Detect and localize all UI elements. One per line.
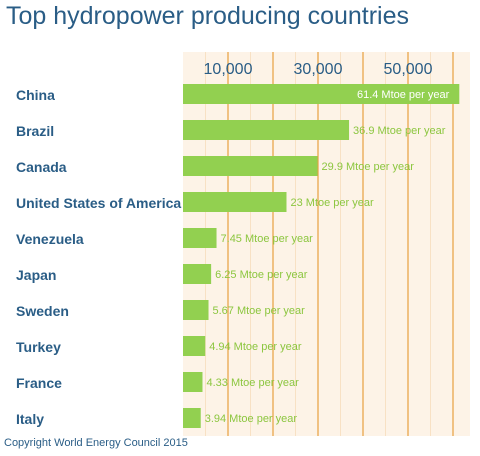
- value-label: 36.9 Mtoe per year: [353, 125, 446, 137]
- value-label: 6.25 Mtoe per year: [215, 269, 308, 281]
- bar: [183, 264, 212, 284]
- category-label: Italy: [16, 411, 44, 427]
- value-label: 4.94 Mtoe per year: [209, 341, 302, 353]
- category-label: Japan: [16, 267, 56, 283]
- value-label: 7.45 Mtoe per year: [221, 233, 314, 245]
- x-tick-label: 30,000: [294, 61, 343, 78]
- category-label: Sweden: [16, 303, 69, 319]
- value-label: 29.9 Mtoe per year: [322, 161, 415, 173]
- value-label: 3.94 Mtoe per year: [205, 413, 298, 425]
- bar: [183, 192, 287, 212]
- chart-title: Top hydropower producing countries: [6, 2, 410, 30]
- bar: [183, 372, 203, 392]
- category-label: France: [16, 375, 62, 391]
- x-tick-label: 10,000: [204, 61, 253, 78]
- category-label: Venezuela: [16, 231, 84, 247]
- value-label: 61.4 Mtoe per year: [357, 89, 450, 101]
- bar: [183, 336, 206, 356]
- bar: [183, 156, 318, 176]
- category-label: Turkey: [16, 339, 61, 355]
- plot-background: [183, 52, 470, 436]
- bar: [183, 408, 201, 428]
- bar: [183, 84, 460, 104]
- category-label: Brazil: [16, 123, 54, 139]
- bar: [183, 120, 350, 140]
- category-label: China: [16, 87, 55, 103]
- value-label: 5.67 Mtoe per year: [213, 305, 306, 317]
- category-label: Canada: [16, 159, 67, 175]
- value-label: 4.33 Mtoe per year: [206, 377, 299, 389]
- value-label: 23 Mtoe per year: [291, 197, 374, 209]
- copyright-footer: Copyright World Energy Council 2015: [4, 437, 188, 449]
- bar: [183, 228, 217, 248]
- category-label: United States of America: [16, 195, 181, 211]
- x-tick-label: 50,000: [384, 61, 433, 78]
- bar: [183, 300, 209, 320]
